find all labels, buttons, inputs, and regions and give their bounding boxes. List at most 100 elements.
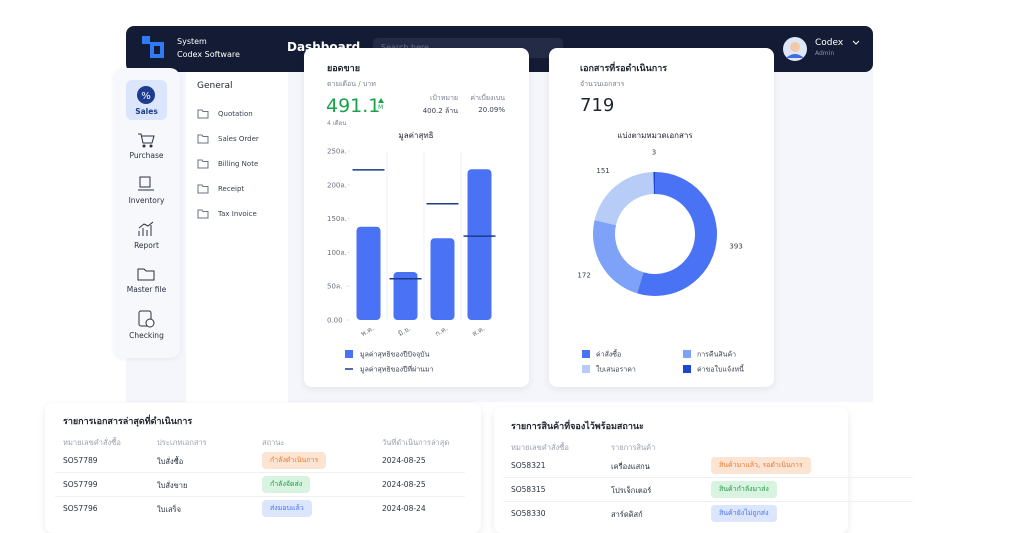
- column-header: ประเภทเอกสาร: [157, 438, 207, 447]
- row-divider: [55, 472, 465, 473]
- bar: [430, 238, 455, 320]
- sidebar-item[interactable]: Sales: [135, 107, 158, 116]
- y-tick-label: 200ล.: [327, 181, 347, 189]
- legend-swatch: [345, 350, 353, 358]
- legend-label: มูลค่าสุทธิของปีที่ผ่านมา: [360, 365, 434, 374]
- status-badge: สินค้ากำลังมาส่ง: [711, 481, 777, 498]
- submenu-item[interactable]: Sales Order: [218, 135, 259, 143]
- donut-segment: [637, 172, 717, 297]
- status-badge: สินค้ามาแล้ว, รอดำเนินการ: [711, 457, 811, 474]
- report-icon: [138, 221, 154, 236]
- table-title: รายการสินค้าที่จองไว้พร้อมสถานะ: [511, 422, 644, 432]
- card-title: ยอดขาย: [327, 64, 361, 74]
- sidebar-item[interactable]: Inventory: [128, 196, 165, 205]
- sidebar-item[interactable]: Checking: [129, 331, 164, 340]
- table-cell: SO57799: [63, 480, 98, 489]
- status-badge: กำลังจัดส่ง: [262, 476, 311, 493]
- x-tick-label: พ.ค.: [360, 324, 376, 338]
- x-tick-label: ก.ค.: [434, 324, 450, 338]
- value-label: 151: [596, 167, 609, 175]
- folder-icon: [197, 109, 209, 119]
- sidebar-item[interactable]: Report: [134, 241, 159, 250]
- table-title: รายการเอกสารล่าสุดที่ดำเนินการ: [63, 417, 193, 427]
- legend-label: ใบเสนอราคา: [596, 365, 636, 374]
- legend-label: ค่าสั่งซื้อ: [596, 348, 621, 359]
- status-badge: กำลังดำเนินการ: [262, 452, 327, 469]
- submenu-item[interactable]: Billing Note: [218, 160, 259, 168]
- brand-line1: System: [177, 37, 207, 46]
- legend-swatch: [582, 350, 590, 358]
- card-subtitle: จำนวนเอกสาร: [580, 80, 625, 88]
- row-divider: [503, 477, 913, 478]
- sidebar-item[interactable]: Master file: [126, 285, 167, 294]
- chart-title: มูลค่าสุทธิ: [398, 131, 433, 141]
- folder-icon: [197, 159, 209, 169]
- column-header: รายการสินค้า: [611, 443, 656, 452]
- status-badge: สินค้ายังไม่ถูกส่ง: [711, 505, 777, 522]
- trend-up: [378, 98, 384, 103]
- legend-label: ค่าขอใบแจ้งหนี้: [697, 363, 745, 374]
- avatar[interactable]: [782, 36, 808, 62]
- checking-icon: [138, 310, 155, 328]
- target-label: เป้าหมาย: [429, 94, 458, 102]
- deviation-value: 20.09%: [478, 106, 505, 114]
- column-header: วันที่ดำเนินการล่าสุด: [382, 438, 450, 447]
- deviation-label: ค่าเบี่ยงเบน: [470, 94, 505, 102]
- legend-swatch: [582, 365, 590, 373]
- sales-icon: %: [137, 86, 155, 104]
- table-cell: โปรเจ็กเตอร์: [611, 486, 652, 495]
- table-cell: SO57789: [63, 456, 98, 465]
- y-tick-label: 100ล.: [327, 249, 347, 257]
- chart-title: แบ่งตามหมวดเอกสาร: [617, 131, 693, 140]
- purchase-icon: [138, 133, 155, 148]
- table-cell: SO58321: [511, 461, 546, 470]
- card-subtitle: ตามเดือน / บาท: [327, 80, 376, 88]
- table-cell: SO58330: [511, 509, 546, 518]
- submenu-item[interactable]: Tax Invoice: [218, 210, 257, 218]
- dropdown-icon[interactable]: [852, 40, 860, 46]
- sales-period: 4 เดือน: [327, 120, 347, 127]
- table-cell: 2024-08-25: [382, 456, 426, 465]
- submenu-item[interactable]: Receipt: [218, 185, 245, 193]
- donut-segment: [653, 172, 655, 195]
- table-cell: ใบสั่งซื้อ: [157, 457, 184, 466]
- svg-text:%: %: [141, 91, 151, 102]
- bar: [356, 226, 381, 320]
- sidebar-item[interactable]: Purchase: [129, 151, 164, 160]
- x-tick-label: มิ.ย.: [397, 325, 412, 339]
- folder-icon: [197, 134, 209, 144]
- sales-unit: M: [378, 104, 384, 111]
- submenu: [186, 72, 288, 402]
- page: {"header": {"brand_line1": "System", "br…: [55, 26, 913, 522]
- user-role: Admin: [815, 50, 835, 57]
- column-header: หมายเลขคำสั่งซื้อ: [63, 438, 121, 447]
- folder-icon: [197, 184, 209, 194]
- value-label: 393: [729, 242, 742, 250]
- legend-swatch: [683, 365, 691, 373]
- inventory-icon: [138, 176, 154, 191]
- y-tick-label: 0.00: [327, 317, 343, 325]
- logo: [142, 36, 164, 58]
- donut-segment: [593, 220, 644, 294]
- user-name[interactable]: Codex: [815, 38, 844, 48]
- brand-line2: Codex Software: [177, 50, 240, 59]
- master-file-icon: [137, 268, 155, 281]
- row-divider: [503, 501, 913, 502]
- x-tick-label: ส.ค.: [471, 324, 487, 338]
- y-tick-label: 150ล.: [327, 215, 347, 223]
- submenu-title: General: [197, 81, 233, 91]
- table-cell: ใบสั่งขาย: [157, 481, 188, 490]
- table-cell: 2024-08-24: [382, 504, 426, 513]
- donut-segment: [594, 172, 654, 226]
- legend-label: การคืนสินค้า: [697, 351, 736, 359]
- value-label: 3: [652, 149, 656, 157]
- search-placeholder: Search here: [381, 43, 429, 52]
- table-cell: เครื่องแสกน: [611, 462, 650, 471]
- legend-swatch: [683, 350, 691, 358]
- table-cell: 2024-08-25: [382, 480, 426, 489]
- bar: [393, 272, 418, 320]
- value-label: 172: [577, 272, 590, 280]
- submenu-item[interactable]: Quotation: [218, 110, 253, 118]
- y-tick-label: 50ล.: [327, 283, 342, 291]
- sales-total: 491.1: [326, 95, 381, 117]
